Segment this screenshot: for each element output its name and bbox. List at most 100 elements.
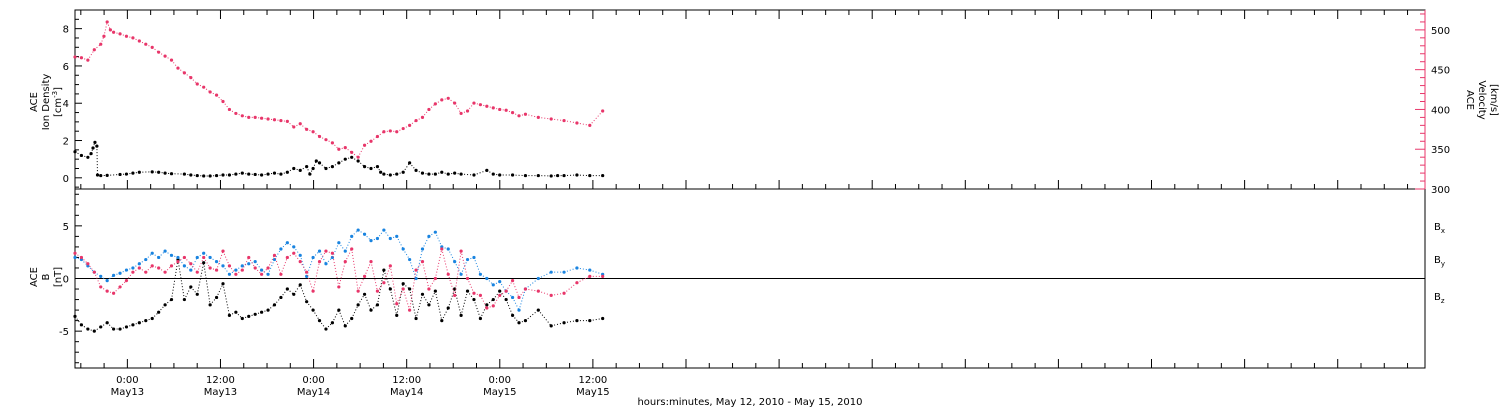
bx-series-segment <box>100 322 108 328</box>
legend-by-label: B <box>1434 255 1441 266</box>
density-series-point <box>408 161 412 165</box>
bz-series-segment <box>434 248 443 279</box>
bz-series-segment <box>447 274 456 296</box>
bz-series-segment <box>319 250 327 262</box>
x-tick-date-label: May14 <box>297 387 330 398</box>
bz-series-segment <box>402 288 411 311</box>
velocity-series-segment <box>589 110 604 126</box>
axis-ticks: 02468300350400450500-5050:00May1312:00Ma… <box>59 10 1450 398</box>
by-series-segment <box>119 269 127 274</box>
density-series-segment <box>325 166 333 169</box>
density-series-segment <box>377 166 382 173</box>
velocity-series-point <box>601 109 605 113</box>
velocity-series-segment <box>126 35 134 39</box>
velocity-series-segment <box>132 37 140 42</box>
top-right-axis-label-line2: Velocity <box>1476 80 1487 119</box>
density-series-point <box>73 150 77 154</box>
by-series-segment <box>422 236 430 250</box>
by-series-segment <box>390 235 397 239</box>
by-series-segment <box>409 259 417 279</box>
top-right-axis-label-line1: ACE <box>1464 90 1475 110</box>
density-series-segment <box>90 147 94 154</box>
density-series-segment <box>576 174 590 177</box>
bottom-tick-label: 0 <box>63 275 69 286</box>
density-series-segment <box>107 173 121 176</box>
velocity-series-segment <box>415 116 423 122</box>
bx-series-segment <box>422 294 430 306</box>
by-series-segment <box>434 231 443 248</box>
x-tick-time-label: 0:00 <box>116 375 138 386</box>
bottom-tick-label: -5 <box>59 327 69 338</box>
top-right-tick-label: 500 <box>1431 26 1450 37</box>
bz-series-segment <box>538 290 552 296</box>
bz-series-segment <box>486 305 494 309</box>
density-series-point <box>93 140 97 144</box>
bx-series-segment <box>338 309 346 327</box>
velocity-series-segment <box>274 119 281 122</box>
x-tick-date-label: May14 <box>390 387 423 398</box>
bx-series-segment <box>87 328 95 332</box>
top-left-tick-label: 6 <box>63 62 69 73</box>
by-series-segment <box>331 242 340 258</box>
velocity-series-segment <box>158 51 166 57</box>
density-unit-close: ] <box>53 87 64 91</box>
bz-series-segment <box>492 295 501 307</box>
by-series-point <box>285 241 289 245</box>
velocity-series-segment <box>364 140 372 146</box>
bx-series-segment <box>242 315 249 319</box>
velocity-series-segment <box>209 91 217 96</box>
bz-series-segment <box>287 252 295 258</box>
legend-bz: Bz <box>1434 292 1445 305</box>
velocity-series-segment <box>480 104 487 107</box>
bz-series-point <box>440 247 444 251</box>
bz-series-segment <box>351 248 359 292</box>
by-series-segment <box>274 248 282 260</box>
velocity-series-segment <box>119 33 127 37</box>
by-series-segment <box>402 248 411 260</box>
by-series-segment <box>493 281 500 286</box>
bz-series-segment <box>389 265 398 304</box>
density-series-point <box>453 171 457 175</box>
top-left-axis-label-line3: [cm-3] <box>51 87 64 117</box>
density-series-segment <box>390 173 397 176</box>
top-right-tick-label: 350 <box>1431 145 1450 156</box>
velocity-series-segment <box>576 122 590 126</box>
bz-series-segment <box>505 280 514 292</box>
by-series-segment <box>415 248 423 279</box>
bx-series-segment <box>177 259 185 300</box>
top-right-axis-label-line3: [km/s] <box>1488 84 1499 116</box>
x-tick-time-label: 0:00 <box>489 375 511 386</box>
bx-series-segment <box>402 283 410 290</box>
density-unit-exponent: -3 <box>51 91 59 98</box>
velocity-series-segment <box>203 86 211 93</box>
density-series-segment <box>184 173 191 176</box>
bz-series-segment <box>499 290 507 296</box>
density-series-segment <box>312 160 317 169</box>
bz-series-segment <box>512 280 520 298</box>
bz-series-segment <box>158 267 166 273</box>
velocity-series-segment <box>184 72 192 79</box>
top-right-tick-label: 300 <box>1431 185 1450 196</box>
density-series-segment <box>415 169 423 174</box>
bx-series-segment <box>171 259 179 300</box>
density-series-segment <box>402 162 411 173</box>
top-left-tick-label: 8 <box>63 25 69 36</box>
velocity-series-segment <box>486 105 494 109</box>
velocity-series-segment <box>103 21 108 37</box>
bz-series-segment <box>396 288 404 304</box>
velocity-series-segment <box>197 83 204 88</box>
bx-series-point <box>202 261 206 265</box>
by-series-segment <box>441 246 449 250</box>
velocity-series-segment <box>383 130 391 133</box>
x-axis-title: hours:minutes, May 12, 2010 - May 15, 20… <box>637 397 862 408</box>
by-series-segment <box>538 271 552 279</box>
bz-series-segment <box>107 290 114 294</box>
bz-series-segment <box>441 248 449 275</box>
density-series-segment <box>87 153 92 158</box>
bx-series-segment <box>261 309 269 313</box>
by-series-segment <box>94 271 102 277</box>
by-series-segment <box>447 248 456 262</box>
velocity-series-segment <box>351 152 359 158</box>
bx-series-segment <box>505 299 514 316</box>
